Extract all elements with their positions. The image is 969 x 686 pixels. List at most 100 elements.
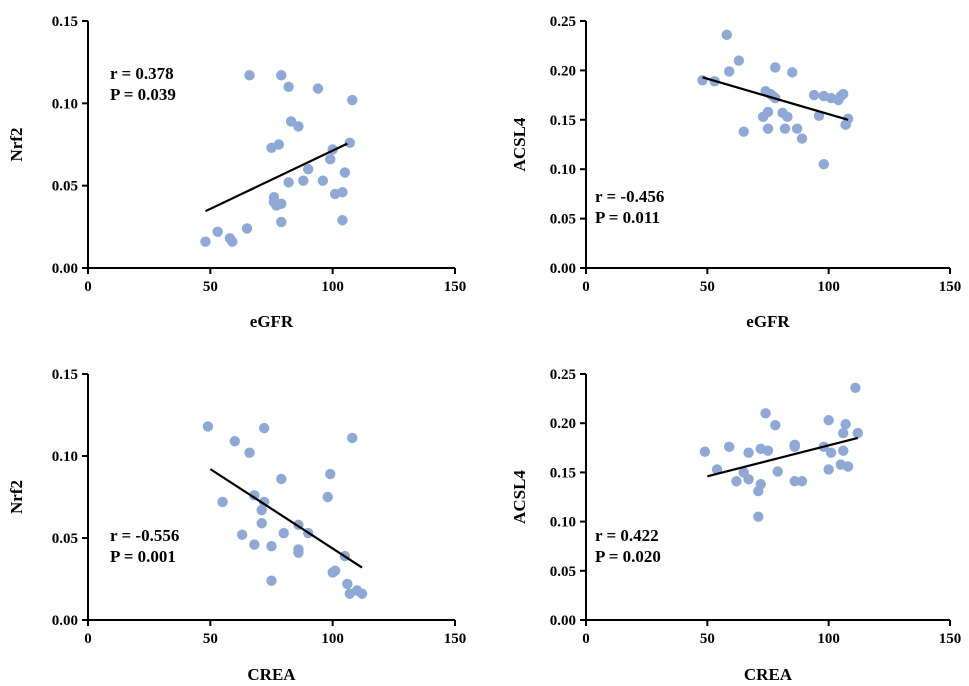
x-tick-label: 50 <box>700 279 715 295</box>
data-point <box>276 70 287 81</box>
data-point <box>789 476 800 487</box>
regression-line <box>209 468 363 569</box>
y-tick-label: 0.15 <box>550 113 576 129</box>
data-point <box>317 175 329 186</box>
data-point <box>266 541 277 552</box>
x-tick-label: 150 <box>444 631 467 647</box>
data-point <box>762 123 774 134</box>
data-point <box>796 133 808 144</box>
data-point <box>721 29 732 41</box>
data-point <box>813 110 825 122</box>
data-point <box>293 547 304 558</box>
y-tick-label: 0.25 <box>550 367 576 383</box>
data-point <box>244 447 255 458</box>
data-point <box>258 422 270 434</box>
correlation-r: r = -0.556 <box>110 526 179 545</box>
data-point <box>249 539 260 550</box>
data-point <box>743 447 754 458</box>
correlation-r: r = 0.422 <box>595 526 659 545</box>
y-tick-label: 0.00 <box>52 613 78 629</box>
data-point <box>762 445 774 456</box>
data-point <box>840 418 851 430</box>
data-point <box>753 511 764 522</box>
data-point <box>731 476 742 487</box>
y-tick-label: 0.15 <box>52 14 78 30</box>
data-point <box>329 565 341 576</box>
correlation-p: P = 0.011 <box>595 208 660 227</box>
x-tick-label: 0 <box>582 631 590 647</box>
data-point <box>285 116 297 127</box>
x-tick-label: 0 <box>582 279 590 295</box>
y-tick-label: 0.25 <box>550 14 576 30</box>
x-tick-label: 100 <box>321 631 344 647</box>
data-point <box>276 473 287 485</box>
y-tick-label: 0.20 <box>550 63 576 79</box>
data-point <box>256 518 267 529</box>
data-point <box>325 154 336 165</box>
y-axis-label: Nrf2 <box>7 480 26 514</box>
data-point <box>236 529 248 540</box>
x-tick-label: 50 <box>203 631 218 647</box>
data-point <box>347 94 358 106</box>
data-point <box>229 436 240 447</box>
data-point <box>770 419 781 431</box>
data-point <box>303 164 314 175</box>
data-point <box>697 75 708 86</box>
x-axis-label: eGFR <box>250 312 294 331</box>
data-point <box>276 198 287 209</box>
y-tick-label: 0.00 <box>550 613 576 629</box>
y-tick-label: 0.20 <box>550 416 576 432</box>
data-point <box>808 89 820 101</box>
x-tick-label: 100 <box>817 631 840 647</box>
data-point <box>787 67 798 78</box>
data-point <box>772 466 783 477</box>
correlation-p: P = 0.001 <box>110 547 176 566</box>
data-point <box>838 88 849 100</box>
data-point <box>298 175 309 186</box>
data-point <box>755 479 766 490</box>
x-tick-label: 150 <box>939 279 962 295</box>
y-tick-label: 0.00 <box>550 261 576 277</box>
data-point <box>322 491 333 503</box>
y-tick-label: 0.10 <box>52 449 78 465</box>
data-point <box>733 55 745 66</box>
x-axis-label: CREA <box>247 665 296 684</box>
data-point <box>789 441 800 453</box>
correlation-p: P = 0.020 <box>595 547 661 566</box>
data-point <box>782 111 793 123</box>
x-tick-label: 50 <box>700 631 715 647</box>
x-tick-label: 100 <box>321 279 344 295</box>
scatter-panel-1: 0.00 0.05 0.10 0.15 0 50 100 150 eGFR Nrf2 r = 0.3… <box>7 14 466 331</box>
data-point <box>293 121 304 132</box>
data-point <box>699 446 711 457</box>
y-tick-label: 0.15 <box>52 367 78 383</box>
data-point <box>227 236 238 247</box>
y-tick-label: 0.10 <box>52 96 78 112</box>
x-tick-label: 0 <box>84 279 92 295</box>
data-point <box>762 106 774 118</box>
y-tick-label: 0.15 <box>550 465 576 481</box>
correlation-r: r = 0.378 <box>110 64 174 83</box>
data-point <box>823 464 834 475</box>
y-tick-label: 0.10 <box>550 162 576 178</box>
data-point <box>760 408 771 419</box>
regression-line <box>707 436 859 478</box>
scatter-panel-4: 0.00 0.05 0.10 0.15 0.20 0.25 0 50 100 150 CREA ACS… <box>510 367 961 684</box>
x-tick-label: 0 <box>84 631 92 647</box>
data-point <box>723 66 735 77</box>
data-point <box>217 496 228 508</box>
data-point <box>852 427 863 439</box>
data-point <box>342 578 353 590</box>
data-point <box>276 216 287 228</box>
data-point <box>244 70 255 81</box>
data-point <box>770 62 781 73</box>
correlation-p: P = 0.039 <box>110 85 176 104</box>
data-point <box>283 177 294 188</box>
y-tick-label: 0.10 <box>550 515 576 531</box>
x-axis-label: eGFR <box>746 312 790 331</box>
data-point <box>202 421 214 432</box>
x-axis-label: CREA <box>744 665 793 684</box>
data-point <box>337 215 348 226</box>
data-point <box>273 139 285 150</box>
data-point <box>356 588 368 599</box>
